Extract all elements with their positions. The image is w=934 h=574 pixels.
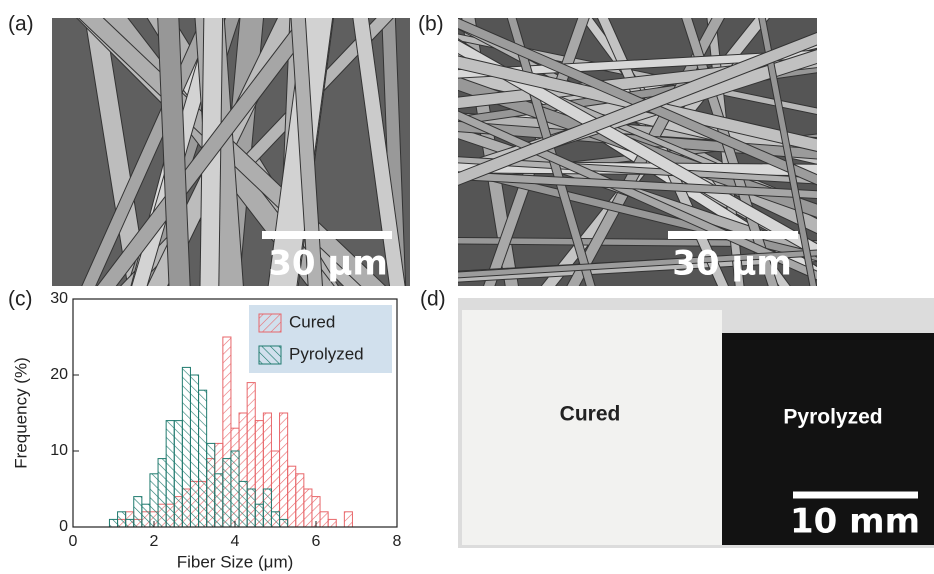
scale-label: 10 mm <box>790 502 920 542</box>
hist-bar <box>190 375 198 527</box>
hist-bar <box>109 519 117 527</box>
hist-bar <box>320 512 328 527</box>
hist-bar <box>182 367 190 527</box>
hist-bar <box>134 497 142 527</box>
fiber <box>168 8 180 296</box>
y-tick-label: 10 <box>50 442 68 459</box>
hist-bar <box>344 512 352 527</box>
hist-bar <box>296 474 304 527</box>
legend-swatch <box>259 346 281 364</box>
hist-bar <box>126 519 134 527</box>
hist-bar <box>174 421 182 527</box>
legend-swatch <box>259 314 281 332</box>
legend-label: Cured <box>289 312 335 331</box>
hist-bar <box>142 504 150 527</box>
panel-label: (d) <box>420 288 446 311</box>
panel-label: (b) <box>418 13 444 36</box>
x-tick-label: 6 <box>312 533 321 550</box>
hist-bar <box>158 459 166 527</box>
hist-bar <box>150 474 158 527</box>
cured-sample <box>462 310 722 545</box>
figure: (a) 30 μm (b) 30 μm (c) 0 2 4 6 8 0 10 20 30 Fibe… <box>0 0 934 574</box>
hist-bar <box>239 481 247 527</box>
x-tick-label: 2 <box>150 533 159 550</box>
y-tick-label: 30 <box>50 290 68 307</box>
y-tick-label: 0 <box>59 518 68 535</box>
x-axis-title: Fiber Size (μm) <box>177 552 294 571</box>
x-tick-label: 0 <box>69 533 78 550</box>
hist-bar <box>328 519 336 527</box>
hist-bar <box>118 512 126 527</box>
panel-label: (c) <box>8 288 33 311</box>
hist-bar <box>255 504 263 527</box>
hist-bar <box>263 489 271 527</box>
hist-bar <box>166 421 174 527</box>
hist-bar <box>231 451 239 527</box>
hist-bar <box>207 443 215 527</box>
hist-bar <box>199 390 207 527</box>
hist-bar <box>247 489 255 527</box>
x-tick-label: 8 <box>393 533 402 550</box>
hist-bar <box>280 519 288 527</box>
y-tick-label: 20 <box>50 366 68 383</box>
x-tick-label: 4 <box>231 533 240 550</box>
hist-bar <box>271 512 279 527</box>
y-axis-title: Frequency (%) <box>11 357 30 468</box>
hist-bar <box>288 466 296 527</box>
scale-label: 30 μm <box>268 244 388 284</box>
sample-label: Cured <box>560 403 621 426</box>
hist-bar <box>215 474 223 527</box>
scale-label: 30 μm <box>672 244 792 284</box>
hist-bar <box>280 413 288 527</box>
hist-bar <box>304 489 312 527</box>
histogram: 0 2 4 6 8 0 10 20 30 Fiber Size (μm) Frequency (%)… <box>11 290 401 571</box>
panel-label: (a) <box>8 13 34 36</box>
hist-bar <box>223 459 231 527</box>
sample-label: Pyrolyzed <box>783 406 882 429</box>
legend-label: Pyrolyzed <box>289 344 364 363</box>
